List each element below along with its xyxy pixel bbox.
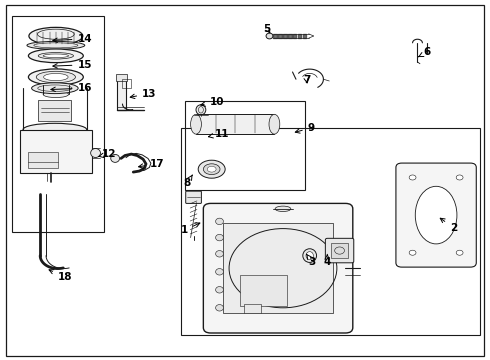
Text: 9: 9 bbox=[295, 123, 315, 133]
Text: 2: 2 bbox=[440, 218, 457, 233]
Text: 7: 7 bbox=[303, 75, 310, 85]
Ellipse shape bbox=[191, 114, 201, 134]
Text: 1: 1 bbox=[180, 223, 200, 235]
Ellipse shape bbox=[31, 83, 78, 94]
Text: 6: 6 bbox=[418, 47, 431, 57]
Bar bbox=[12, 16, 104, 232]
Ellipse shape bbox=[409, 175, 416, 180]
Bar bbox=[240, 275, 287, 306]
FancyBboxPatch shape bbox=[396, 163, 476, 267]
Text: 5: 5 bbox=[264, 24, 271, 34]
Ellipse shape bbox=[216, 305, 223, 311]
Text: 18: 18 bbox=[49, 270, 73, 282]
Ellipse shape bbox=[203, 164, 220, 175]
Ellipse shape bbox=[303, 249, 317, 262]
Text: 14: 14 bbox=[53, 34, 92, 44]
Text: 13: 13 bbox=[130, 89, 157, 99]
Text: 4: 4 bbox=[323, 254, 331, 267]
Bar bbox=[196, 114, 274, 134]
Text: 8: 8 bbox=[184, 175, 192, 188]
Ellipse shape bbox=[275, 206, 291, 211]
Ellipse shape bbox=[44, 73, 68, 81]
Ellipse shape bbox=[43, 91, 69, 98]
Ellipse shape bbox=[43, 54, 69, 58]
Ellipse shape bbox=[266, 33, 273, 39]
Ellipse shape bbox=[38, 53, 74, 59]
Bar bbox=[185, 101, 305, 190]
Ellipse shape bbox=[216, 234, 223, 241]
Ellipse shape bbox=[29, 27, 83, 45]
FancyBboxPatch shape bbox=[203, 203, 353, 333]
Ellipse shape bbox=[28, 69, 83, 85]
Ellipse shape bbox=[91, 148, 100, 158]
Bar bbox=[38, 100, 71, 121]
Ellipse shape bbox=[27, 41, 85, 49]
Bar bbox=[117, 76, 126, 110]
Ellipse shape bbox=[415, 186, 457, 244]
Ellipse shape bbox=[269, 114, 280, 134]
Bar bbox=[244, 304, 261, 313]
Ellipse shape bbox=[207, 166, 216, 172]
Bar bbox=[223, 223, 333, 313]
Ellipse shape bbox=[23, 123, 87, 136]
Ellipse shape bbox=[216, 269, 223, 275]
Ellipse shape bbox=[28, 49, 83, 63]
Ellipse shape bbox=[36, 71, 75, 83]
FancyBboxPatch shape bbox=[186, 191, 201, 203]
Ellipse shape bbox=[216, 218, 223, 225]
Ellipse shape bbox=[216, 251, 223, 257]
Text: 3: 3 bbox=[307, 254, 316, 267]
Ellipse shape bbox=[196, 105, 206, 115]
Text: 16: 16 bbox=[51, 83, 92, 93]
Text: 17: 17 bbox=[139, 159, 164, 169]
FancyBboxPatch shape bbox=[325, 238, 354, 263]
Text: 15: 15 bbox=[53, 60, 92, 70]
Bar bbox=[181, 128, 480, 335]
Bar bbox=[20, 130, 92, 173]
Ellipse shape bbox=[456, 250, 463, 255]
Bar bbox=[331, 243, 348, 258]
Ellipse shape bbox=[198, 160, 225, 178]
Text: 10: 10 bbox=[201, 96, 224, 107]
Bar bbox=[28, 152, 58, 168]
Ellipse shape bbox=[456, 175, 463, 180]
Text: 11: 11 bbox=[209, 129, 229, 139]
Bar bbox=[116, 74, 127, 81]
Ellipse shape bbox=[306, 252, 314, 260]
Ellipse shape bbox=[111, 154, 120, 162]
Text: 12: 12 bbox=[99, 149, 117, 159]
Bar bbox=[122, 79, 131, 88]
Ellipse shape bbox=[409, 250, 416, 255]
Ellipse shape bbox=[216, 287, 223, 293]
